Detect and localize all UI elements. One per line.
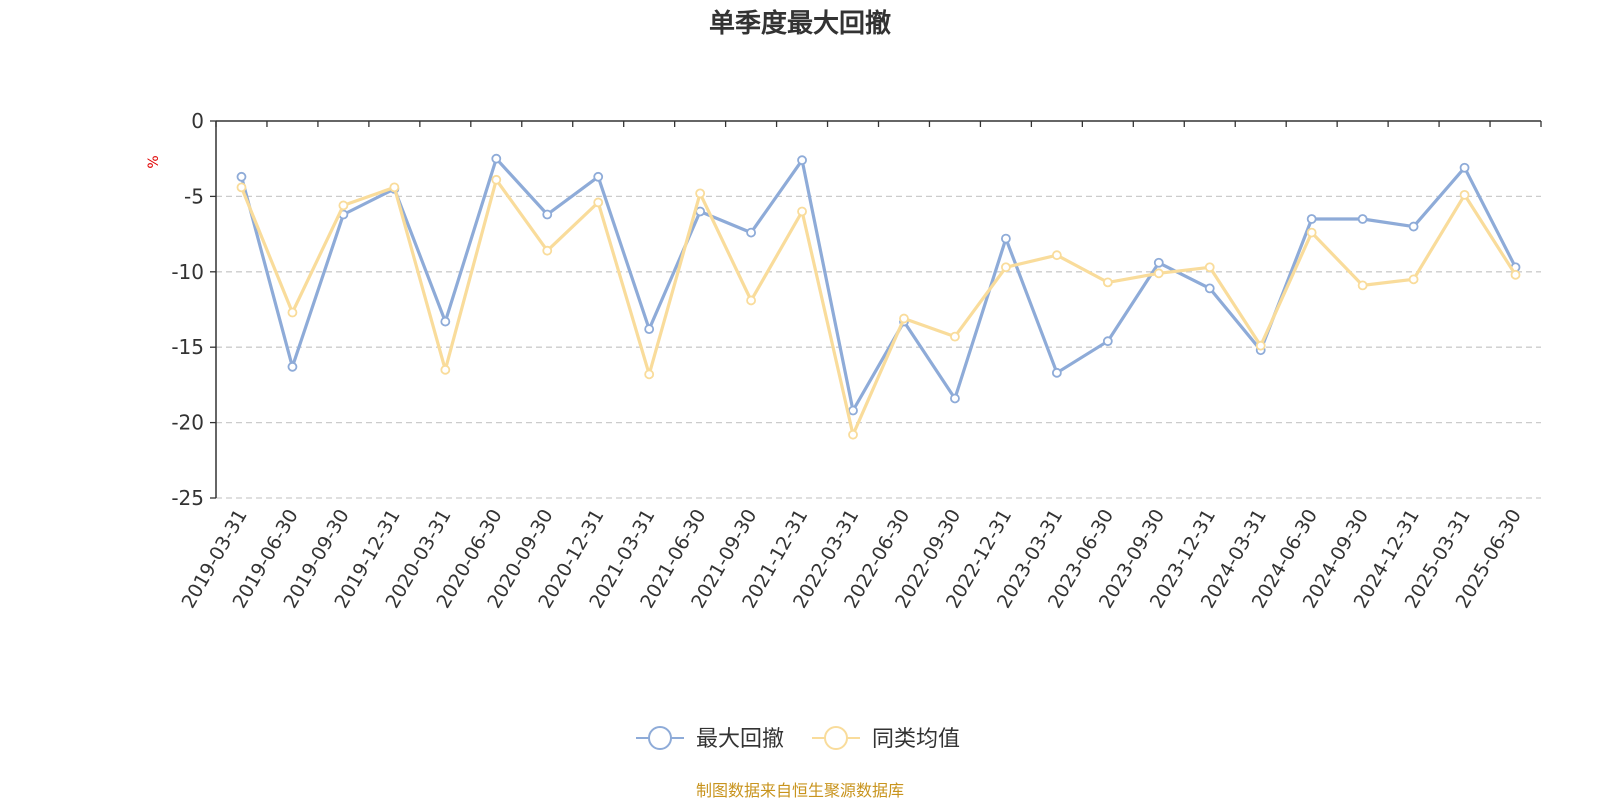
data-point[interactable]: [848, 429, 858, 440]
data-point[interactable]: [797, 206, 807, 217]
data-point[interactable]: [1408, 274, 1419, 285]
chart-title: 单季度最大回撤: [709, 8, 891, 39]
data-point[interactable]: [1255, 340, 1266, 351]
data-point[interactable]: [1153, 268, 1164, 279]
data-point[interactable]: [695, 188, 706, 199]
data-source-note: 制图数据来自恒生聚源数据库: [696, 781, 904, 800]
data-point[interactable]: [797, 155, 807, 166]
data-point[interactable]: [899, 313, 909, 324]
y-tick-label: -10: [171, 260, 204, 284]
y-tick-label: -5: [184, 184, 204, 208]
data-point[interactable]: [950, 393, 960, 404]
data-point[interactable]: [1510, 269, 1521, 280]
legend-item-1[interactable]: 最大回撤: [636, 726, 784, 752]
data-point[interactable]: [1001, 233, 1011, 244]
data-point[interactable]: [236, 171, 247, 182]
legend-label: 最大回撤: [696, 727, 784, 752]
y-tick-label: -20: [171, 411, 204, 435]
legend-swatch-marker: [824, 726, 848, 750]
legend-label: 同类均值: [872, 727, 960, 752]
gridlines: [216, 195, 1541, 499]
series-line-1: [239, 157, 1517, 413]
data-point[interactable]: [1153, 257, 1164, 268]
y-tick-label: 0: [191, 109, 204, 133]
data-point[interactable]: [1204, 262, 1215, 273]
legend[interactable]: 最大回撤 同类均值: [636, 726, 960, 752]
data-point[interactable]: [1357, 280, 1368, 291]
data-point[interactable]: [287, 361, 298, 372]
data-point[interactable]: [593, 171, 604, 182]
data-point[interactable]: [1459, 189, 1470, 200]
y-unit-label: %: [146, 155, 162, 168]
axes: [215, 120, 1542, 498]
data-point[interactable]: [848, 405, 858, 416]
data-point[interactable]: [287, 307, 298, 318]
data-point[interactable]: [593, 197, 604, 208]
data-point[interactable]: [1102, 336, 1113, 347]
data-point[interactable]: [1051, 250, 1062, 261]
data-point[interactable]: [1001, 262, 1011, 273]
data-point[interactable]: [1051, 367, 1062, 378]
data-point[interactable]: [542, 209, 553, 220]
data-point[interactable]: [1204, 283, 1215, 294]
x-axis-ticks: 2019-03-312019-06-302019-09-302019-12-31…: [178, 505, 1526, 612]
data-point[interactable]: [1459, 162, 1470, 173]
data-point[interactable]: [1408, 221, 1419, 232]
series: [236, 153, 1521, 440]
data-point[interactable]: [338, 200, 349, 211]
data-point[interactable]: [1306, 227, 1317, 238]
data-point[interactable]: [1357, 214, 1368, 224]
data-point[interactable]: [491, 174, 502, 185]
legend-item-2[interactable]: 同类均值: [812, 726, 960, 752]
data-point[interactable]: [746, 295, 756, 306]
series-line-2: [240, 178, 1517, 437]
data-point[interactable]: [236, 182, 247, 193]
y-axis-ticks: 0 -5 -10 -15 -20 -25: [171, 109, 216, 510]
data-point[interactable]: [440, 364, 451, 375]
data-point[interactable]: [1102, 277, 1113, 288]
data-point[interactable]: [644, 369, 655, 380]
data-point[interactable]: [389, 182, 400, 193]
legend-swatch-marker: [648, 726, 672, 750]
data-point[interactable]: [644, 324, 655, 335]
y-tick-label: -25: [171, 486, 204, 510]
data-point[interactable]: [542, 245, 553, 256]
data-point[interactable]: [950, 331, 960, 342]
data-point[interactable]: [491, 153, 502, 164]
data-point[interactable]: [1306, 214, 1317, 224]
data-point[interactable]: [440, 316, 451, 327]
data-point[interactable]: [746, 227, 756, 238]
y-tick-label: -15: [171, 335, 204, 359]
